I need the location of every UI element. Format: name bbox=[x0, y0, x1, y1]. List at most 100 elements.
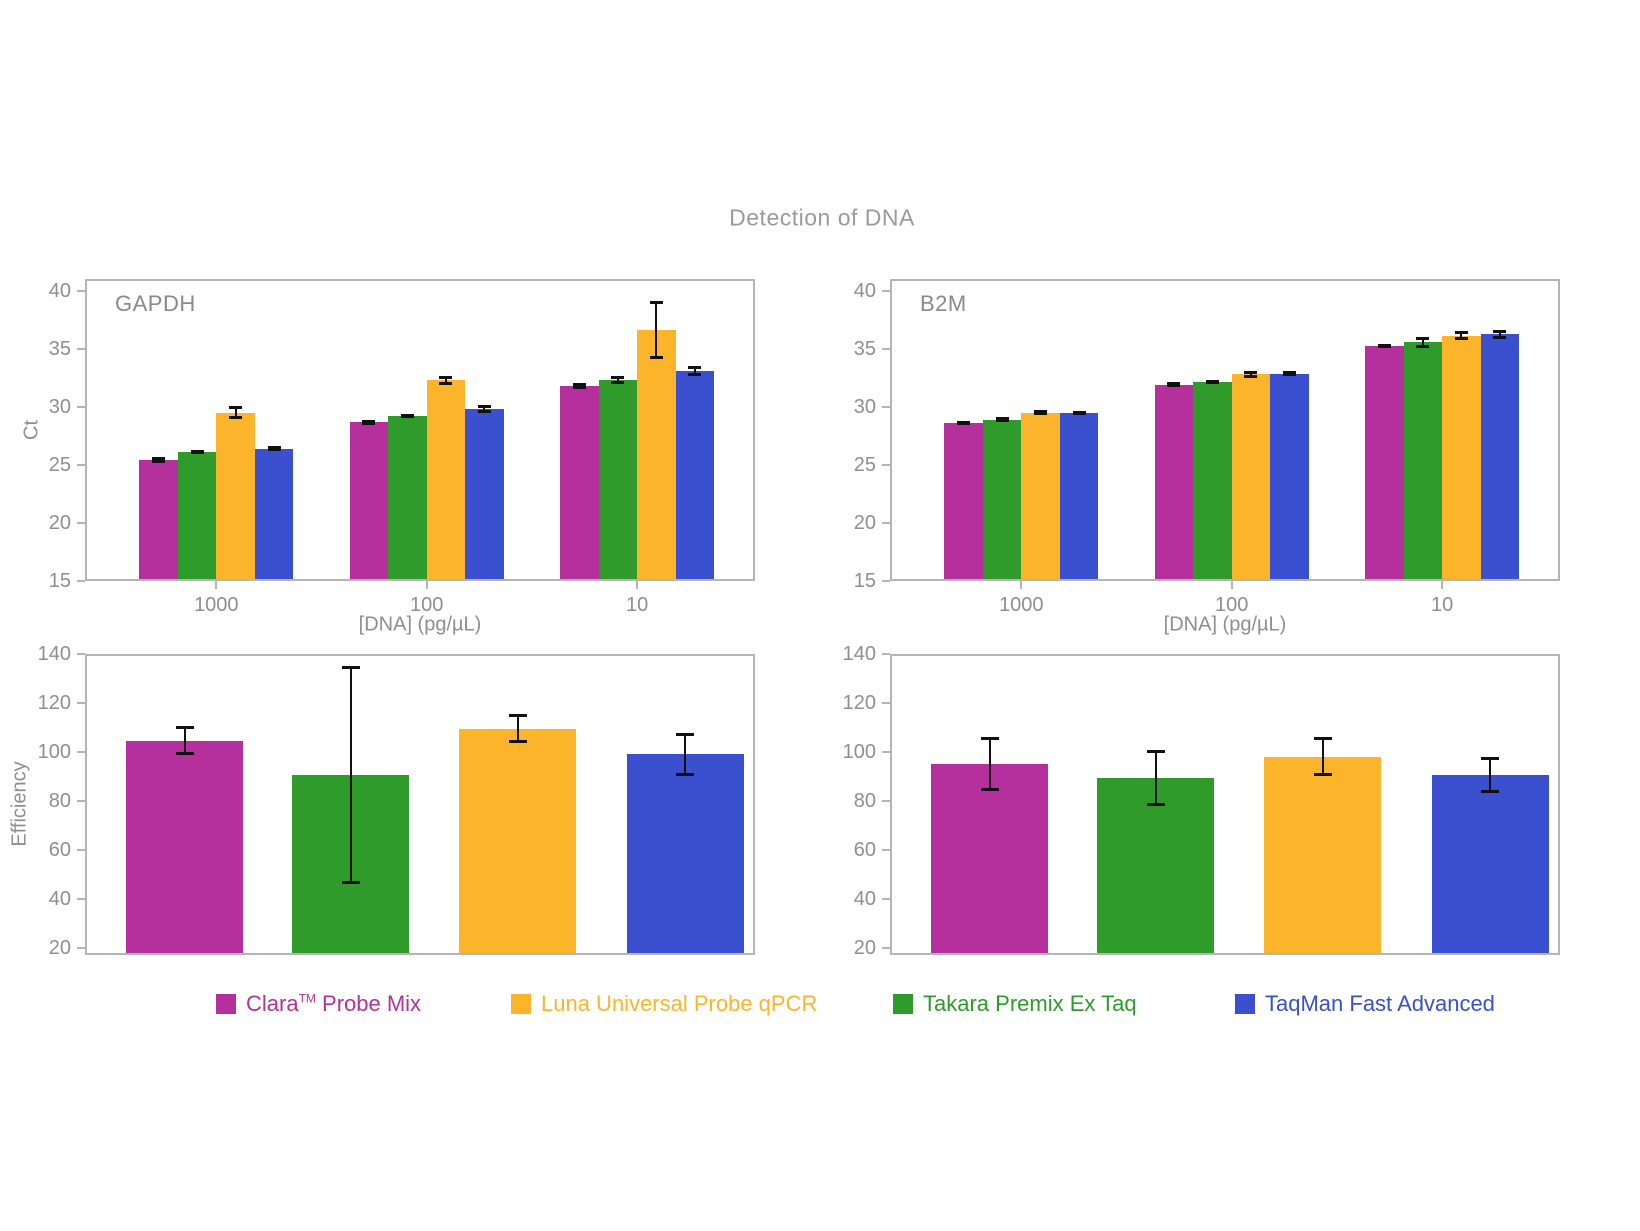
bar-clara bbox=[349, 422, 389, 581]
y-tick-label: 120 bbox=[37, 691, 71, 714]
bar-luna bbox=[637, 330, 676, 581]
legend-label-clara: ClaraTM Probe Mix bbox=[246, 991, 422, 1016]
y-tick bbox=[77, 848, 85, 851]
y-tick bbox=[882, 848, 890, 851]
error-bar-cap bbox=[572, 382, 586, 386]
legend-swatch-taqman bbox=[1235, 994, 1255, 1014]
bar-luna bbox=[426, 380, 466, 581]
y-tick bbox=[882, 750, 890, 753]
y-tick bbox=[882, 347, 890, 350]
y-tick-label: 20 bbox=[48, 511, 71, 534]
y-tick bbox=[77, 521, 85, 524]
bar-luna bbox=[1264, 756, 1382, 955]
error-bar-cap bbox=[1282, 370, 1296, 374]
error-bar-cap bbox=[1493, 335, 1507, 339]
y-tick bbox=[77, 897, 85, 900]
y-tick bbox=[77, 289, 85, 292]
bar-clara bbox=[560, 385, 599, 581]
error-bar-cap bbox=[1072, 412, 1086, 416]
x-tick-label: 1000 bbox=[999, 594, 1044, 616]
bar-taqman bbox=[1059, 413, 1099, 581]
error-bar-cap bbox=[1313, 773, 1332, 777]
bar-takara bbox=[598, 380, 638, 581]
x-tick-label: 1000 bbox=[194, 594, 239, 616]
error-bar-cap bbox=[152, 457, 166, 461]
y-tick-label: 80 bbox=[853, 789, 876, 812]
error-bar-cap bbox=[980, 737, 999, 741]
error-bar bbox=[988, 738, 991, 790]
y-tick-label: 35 bbox=[48, 337, 71, 360]
error-bar-cap bbox=[688, 365, 702, 369]
error-bar-cap bbox=[1244, 370, 1258, 374]
bar-takara bbox=[1193, 381, 1232, 581]
error-bar-cap bbox=[649, 355, 663, 359]
error-bar-cap bbox=[477, 409, 491, 413]
legend-label-taqman: TaqMan Fast Advanced bbox=[1265, 991, 1495, 1016]
figure-title: Detection of DNA bbox=[729, 204, 915, 231]
bar-taqman bbox=[1270, 373, 1309, 581]
y-tick-label: 35 bbox=[853, 337, 876, 360]
legend-swatch-luna bbox=[511, 994, 531, 1014]
bar-taqman bbox=[1480, 334, 1520, 581]
error-bar-cap bbox=[611, 376, 625, 380]
error-bar-cap bbox=[400, 415, 414, 419]
bar-clara bbox=[126, 740, 244, 955]
error-bar-cap bbox=[1481, 790, 1500, 794]
error-bar bbox=[578, 383, 581, 389]
bar-takara bbox=[1403, 342, 1443, 581]
y-tick bbox=[77, 750, 85, 753]
error-bar-cap bbox=[1205, 380, 1219, 384]
x-tick bbox=[425, 581, 428, 589]
legend-swatch-takara bbox=[893, 994, 913, 1014]
error-bar-cap bbox=[1454, 337, 1468, 341]
panel-label-b2m-ct: B2M bbox=[920, 291, 967, 316]
error-bar bbox=[655, 302, 658, 358]
y-tick-label: 60 bbox=[48, 838, 71, 861]
y-tick bbox=[77, 463, 85, 466]
error-bar-cap bbox=[175, 726, 194, 730]
bar-luna bbox=[216, 412, 255, 581]
error-bar-cap bbox=[995, 419, 1009, 423]
y-tick-label: 15 bbox=[48, 570, 71, 592]
error-bar-cap bbox=[190, 451, 204, 455]
error-bar-cap bbox=[267, 445, 281, 449]
error-bar-cap bbox=[362, 421, 376, 425]
y-tick-label: 20 bbox=[853, 936, 876, 959]
bar-takara bbox=[1097, 777, 1215, 955]
error-bar bbox=[444, 376, 447, 384]
error-bar bbox=[1321, 738, 1324, 776]
bar-clara bbox=[139, 460, 178, 581]
bar-clara bbox=[1154, 384, 1194, 581]
legend-label-superscript: TM bbox=[298, 991, 316, 1006]
error-bar-cap bbox=[957, 422, 971, 426]
y-tick bbox=[882, 897, 890, 900]
error-bar bbox=[234, 406, 237, 419]
error-bar bbox=[1498, 330, 1501, 338]
bar-taqman bbox=[465, 409, 504, 581]
error-bar-cap bbox=[1481, 757, 1500, 760]
bar-luna bbox=[459, 728, 577, 955]
y-tick bbox=[882, 946, 890, 949]
error-bar-cap bbox=[980, 787, 999, 791]
error-bar-cap bbox=[1454, 331, 1468, 335]
y-tick bbox=[882, 653, 890, 655]
error-bar-cap bbox=[508, 740, 527, 744]
bar-takara bbox=[982, 419, 1022, 581]
error-bar-cap bbox=[676, 732, 695, 736]
error-bar-cap bbox=[1282, 373, 1296, 377]
y-tick bbox=[882, 521, 890, 524]
y-tick-label: 40 bbox=[48, 279, 71, 302]
x-tick bbox=[215, 581, 218, 589]
bar-luna bbox=[1231, 374, 1271, 581]
y-tick bbox=[77, 580, 85, 582]
error-bar-cap bbox=[1146, 749, 1165, 753]
x-axis-label-dna-right: [DNA] (pg/µL) bbox=[1163, 613, 1287, 636]
error-bar bbox=[616, 377, 619, 383]
bar-clara bbox=[931, 764, 1049, 955]
x-tick-label: 10 bbox=[1430, 594, 1454, 616]
error-bar-cap bbox=[1146, 802, 1165, 806]
bar-taqman bbox=[626, 754, 744, 955]
error-bar bbox=[693, 366, 696, 375]
error-bar-cap bbox=[1167, 381, 1181, 385]
y-tick-label: 40 bbox=[48, 887, 71, 910]
